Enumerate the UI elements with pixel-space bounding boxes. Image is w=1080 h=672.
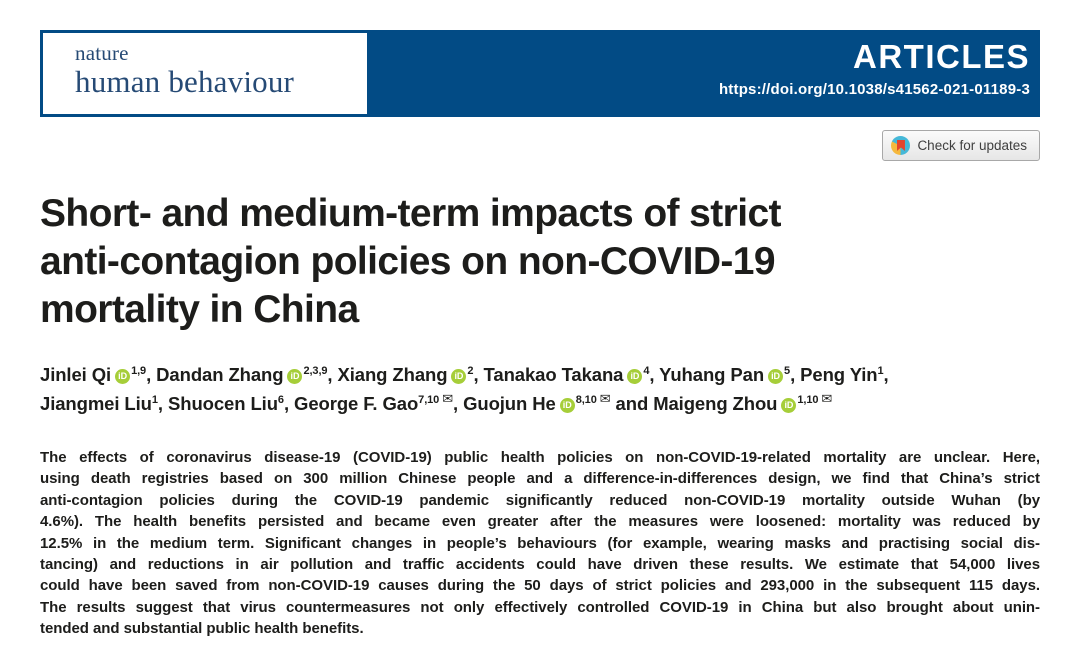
author-line-1: Jinlei Qi iD 1,9, Dandan Zhang iD 2,3,9, Xia… (40, 360, 1040, 389)
doi-link[interactable]: https://doi.org/10.1038/s41562-021-01189… (718, 81, 1030, 98)
affiliation-superscript: 8,10 (575, 393, 597, 406)
badge-row: Check for updates (40, 117, 1040, 161)
author: Peng Yin1, (800, 364, 889, 385)
author: Yuhang Pan iD 5, (659, 364, 800, 385)
author-name: Peng Yin (800, 364, 878, 385)
abstract-line: tancing) and reductions in air pollution… (40, 556, 1040, 574)
email-icon[interactable]: ✉ (821, 390, 833, 406)
author: Dandan Zhang iD 2,3,9, (156, 364, 337, 385)
abstract-line: using death registries based on 300 mill… (40, 470, 1040, 488)
author: Jiangmei Liu1, (40, 393, 168, 414)
orcid-icon[interactable]: iD (287, 369, 303, 384)
author-list: Jinlei Qi iD 1,9, Dandan Zhang iD 2,3,9, Xia… (40, 360, 1040, 418)
email-icon[interactable]: ✉ (599, 390, 611, 406)
check-for-updates-button[interactable]: Check for updates (882, 130, 1040, 161)
author: Xiang Zhang iD 2, (338, 364, 484, 385)
check-for-updates-label: Check for updates (917, 138, 1027, 153)
author-line-2: Jiangmei Liu1, Shuocen Liu6, George F. G… (40, 389, 1040, 418)
author-name: Shuocen Liu (168, 393, 278, 414)
abstract-line: 12.5% in the medium term. Significant ch… (40, 534, 1040, 552)
abstract-line: The effects of coronavirus disease-19 (C… (40, 449, 1040, 466)
author: Shuocen Liu6, (168, 393, 294, 414)
banner-right: ARTICLES https://doi.org/10.1038/s41562-… (719, 37, 1030, 98)
affiliation-superscript: 1,9 (131, 364, 147, 377)
abstract-line: anti-contagion policies during the COVID… (40, 491, 1040, 509)
affiliation-superscript: 1,10 (797, 393, 819, 406)
author-separator: , (283, 393, 295, 414)
journal-logo[interactable]: nature human behaviour (40, 30, 370, 117)
author-separator: , (327, 364, 338, 385)
bookmark-icon (896, 140, 905, 151)
orcid-icon[interactable]: iD (451, 369, 467, 384)
author-separator: , (473, 364, 484, 385)
author-separator: , (649, 364, 660, 385)
article-page: nature human behaviour ARTICLES https://… (0, 30, 1080, 640)
affiliation-superscript: 5 (784, 364, 791, 377)
article-title: Short- and medium-term impacts of strict… (40, 190, 1040, 334)
abstract-line: 4.6%). The health benefits persisted and… (40, 513, 1040, 531)
author-name: Tanakao Takana (483, 364, 624, 385)
title-line-1: Short- and medium-term impacts of strict (40, 192, 782, 235)
author-separator: , (157, 393, 169, 414)
email-icon[interactable]: ✉ (442, 390, 453, 406)
crossmark-icon (891, 136, 911, 155)
abstract-line: tended and substantial public health ben… (40, 620, 364, 638)
author-separator: , (883, 364, 889, 385)
author-separator: and (610, 393, 654, 414)
author-name: Xiang Zhang (337, 364, 448, 385)
affiliation-superscript: 6 (277, 393, 284, 406)
author: George F. Gao7,10 ✉, (294, 390, 464, 414)
affiliation-superscript: 4 (643, 364, 650, 377)
author-name: Maigeng Zhou (653, 393, 778, 414)
orcid-icon[interactable]: iD (559, 398, 575, 413)
journal-logo-nature: nature (75, 41, 129, 65)
abstract-line: The results suggest that virus counterme… (40, 598, 1040, 616)
author: Guojun He iD 8,10 ✉ and (463, 390, 654, 414)
affiliation-superscript: 2 (467, 364, 474, 377)
affiliation-superscript: 7,10 (418, 393, 440, 406)
author-separator: , (146, 364, 157, 385)
journal-logo-human-behaviour: human behaviour (75, 64, 295, 99)
orcid-icon[interactable]: iD (768, 369, 784, 384)
author-separator: , (790, 364, 801, 385)
orcid-icon[interactable]: iD (115, 369, 131, 384)
journal-banner: nature human behaviour ARTICLES https://… (40, 30, 1040, 117)
affiliation-superscript: 2,3,9 (303, 364, 328, 377)
title-line-2: anti-contagion policies on non-COVID-19 (40, 240, 776, 283)
author: Tanakao Takana iD 4, (484, 364, 660, 385)
section-label: ARTICLES (853, 38, 1030, 75)
abstract: The effects of coronavirus disease-19 (C… (40, 447, 1040, 640)
affiliation-superscript: 1 (151, 393, 158, 406)
author-name: Dandan Zhang (156, 364, 284, 385)
title-line-3: mortality in China (40, 288, 359, 331)
abstract-line: could have been saved from non-COVID-19 … (40, 577, 1040, 595)
author-name: Jinlei Qi (40, 364, 112, 385)
author-name: George F. Gao (294, 393, 419, 414)
author: Maigeng Zhou iD 1,10 ✉ (653, 390, 833, 414)
author: Jinlei Qi iD 1,9, (40, 364, 156, 385)
orcid-icon[interactable]: iD (627, 369, 643, 384)
author-name: Guojun He (463, 393, 556, 414)
orcid-icon[interactable]: iD (781, 398, 797, 413)
author-separator: , (452, 393, 464, 414)
author-name: Yuhang Pan (659, 364, 765, 385)
affiliation-superscript: 1 (877, 364, 884, 377)
author-name: Jiangmei Liu (40, 393, 152, 414)
